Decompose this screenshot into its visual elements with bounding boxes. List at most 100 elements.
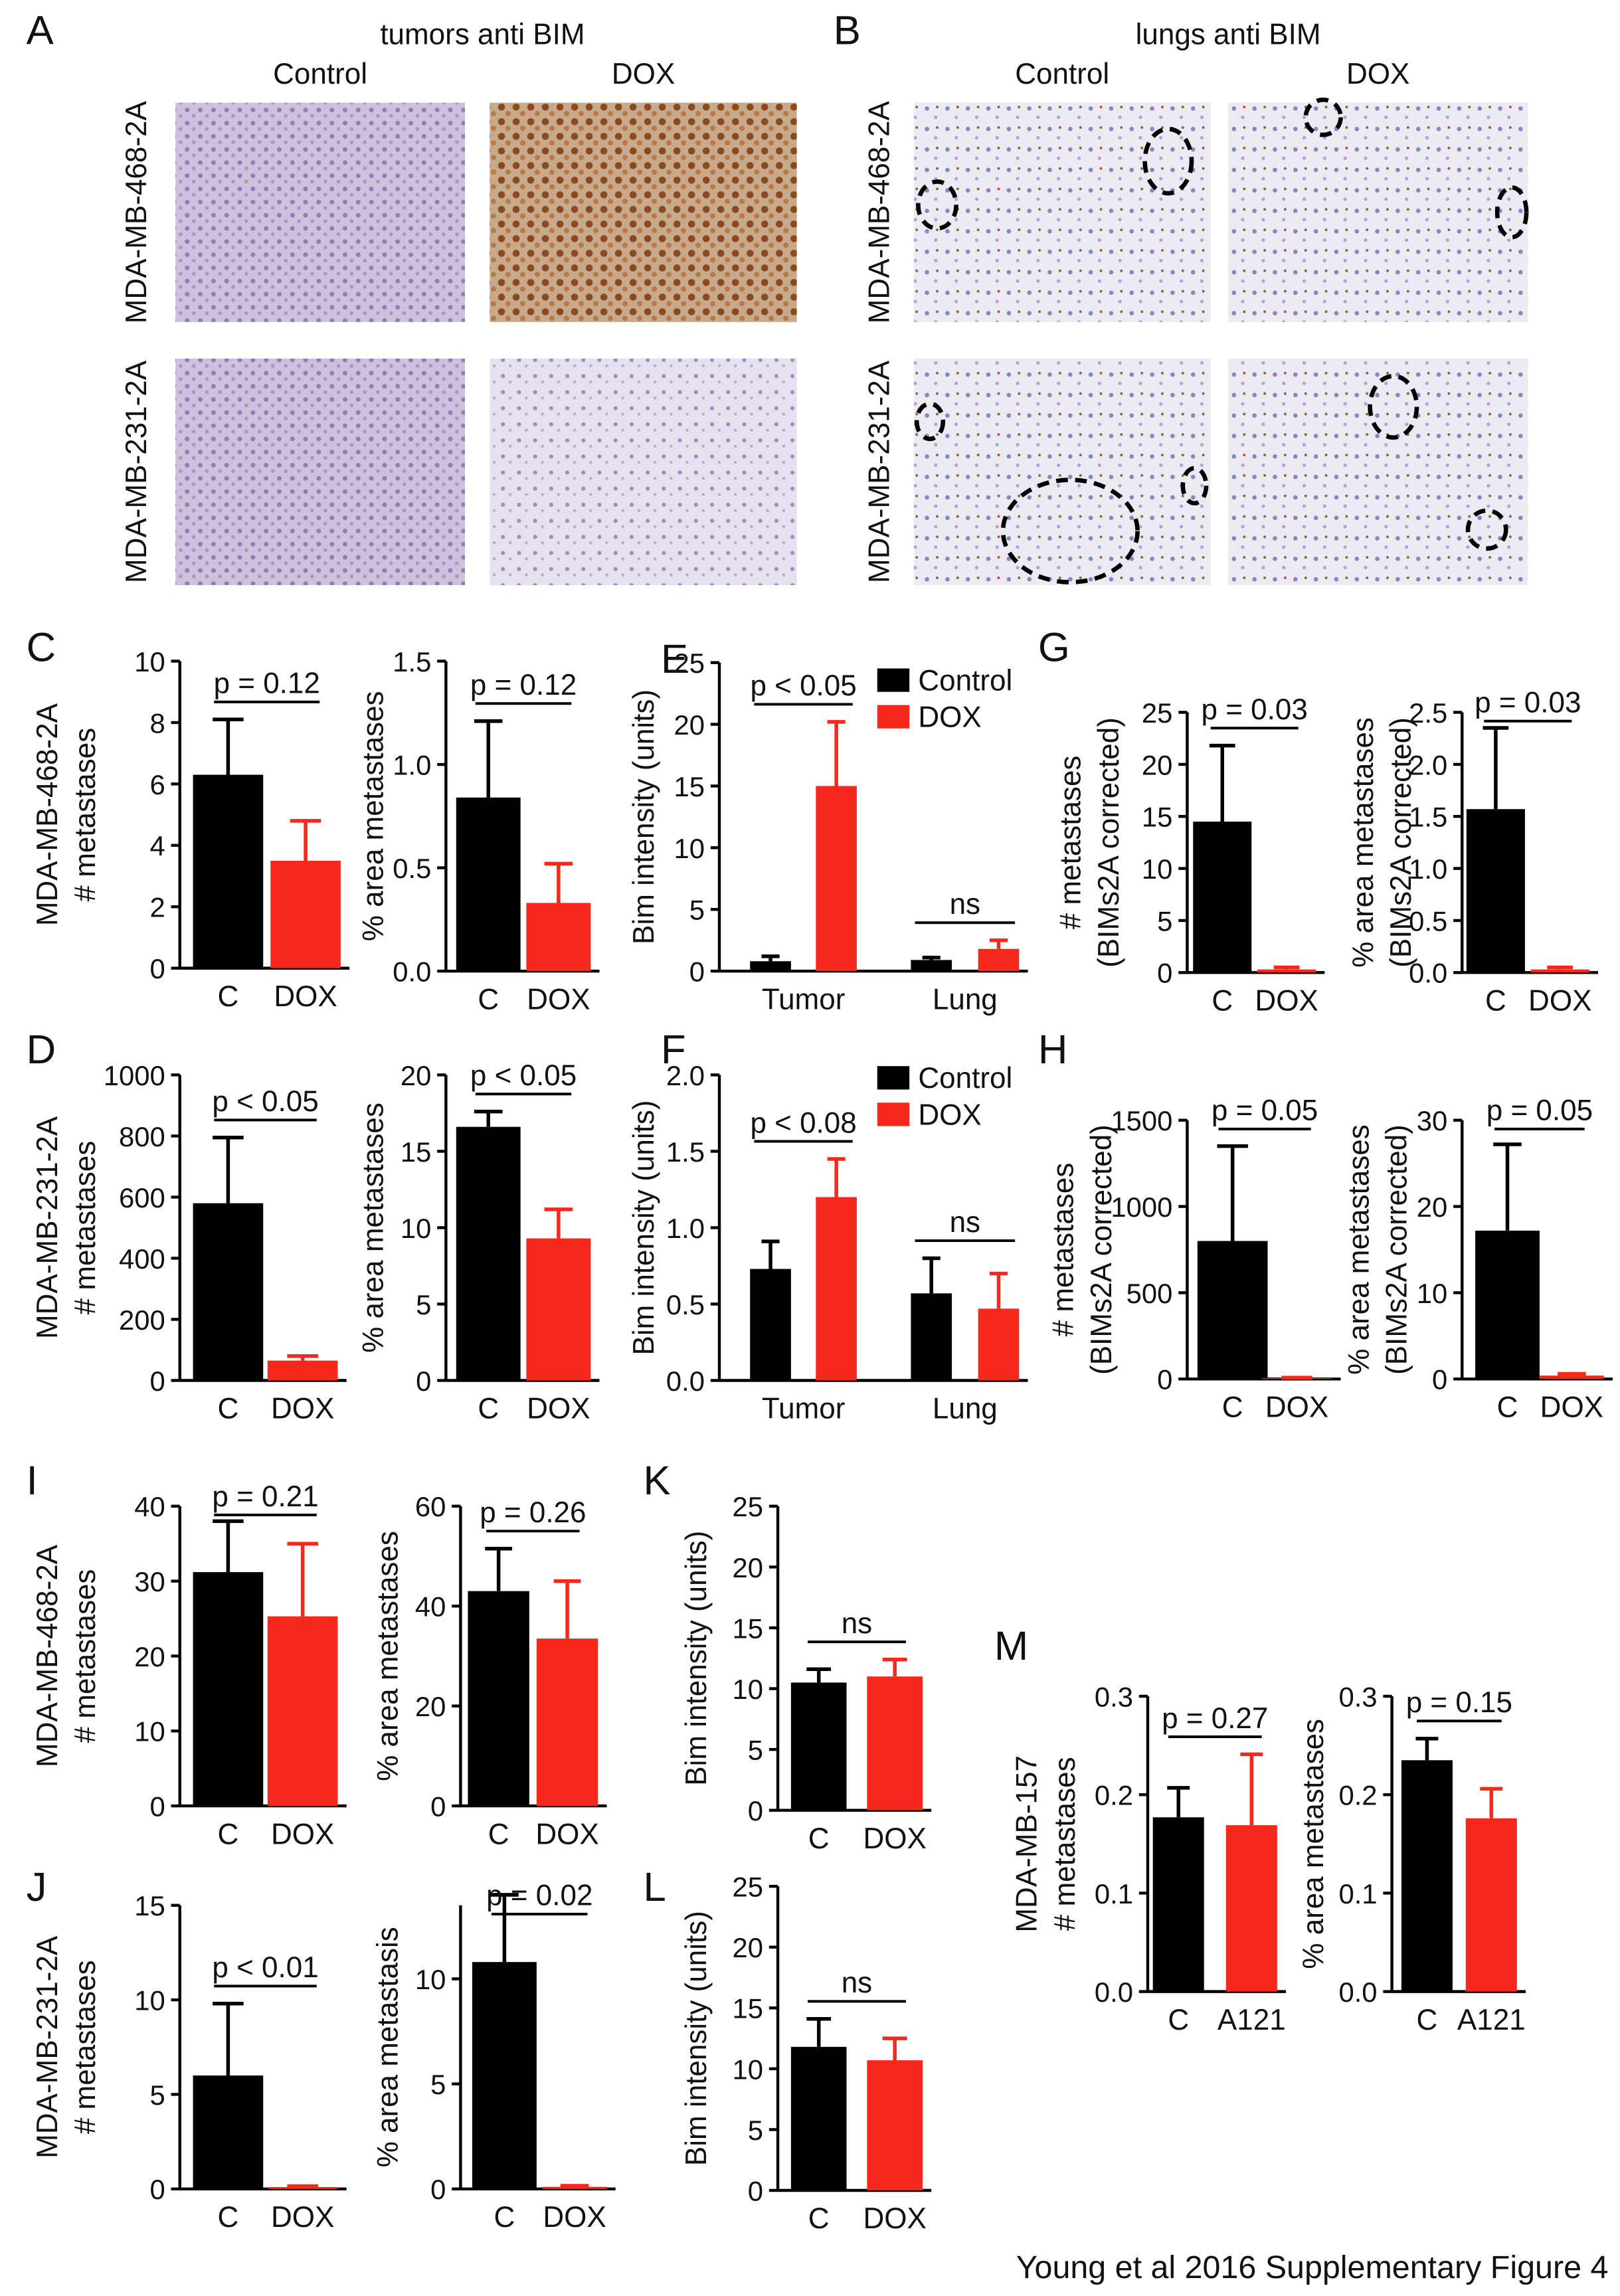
y-tick-label: 0 bbox=[416, 1366, 431, 1397]
y-tick-label: 25 bbox=[674, 648, 705, 679]
outline bbox=[1465, 508, 1508, 551]
bar bbox=[468, 1591, 529, 1807]
bar bbox=[978, 1308, 1020, 1381]
y-axis-label: % area metastases bbox=[357, 691, 390, 941]
significance-label: ns bbox=[842, 1967, 872, 1999]
panel-label: K bbox=[644, 1458, 671, 1504]
bar bbox=[1197, 1241, 1268, 1379]
row-label: MDA-MB-231-2A bbox=[120, 360, 153, 583]
y-tick-label: 10 bbox=[733, 1674, 764, 1705]
legend-swatch bbox=[877, 1066, 910, 1090]
bar bbox=[193, 774, 264, 968]
y-tick-label: 25 bbox=[1142, 697, 1173, 729]
y-tick-label: 600 bbox=[119, 1182, 165, 1213]
y-tick-label: 40 bbox=[415, 1591, 446, 1623]
outline bbox=[914, 401, 946, 442]
x-tick-label: DOX bbox=[1255, 985, 1318, 1017]
y-tick-label: 0.3 bbox=[1338, 1681, 1377, 1712]
y-tick-label: 1500 bbox=[1111, 1105, 1172, 1136]
x-tick-label: C bbox=[488, 1818, 509, 1850]
y-tick-label: 0 bbox=[149, 1366, 165, 1397]
y-tick-label: 0 bbox=[149, 1791, 165, 1822]
chart: M MDA-MB-157 # metastases 0.0 0.1 0.2 0.3 C A121… bbox=[994, 1623, 1287, 2036]
bar bbox=[816, 786, 857, 972]
y-tick-label: 0 bbox=[748, 2175, 763, 2206]
x-tick-label: C bbox=[1497, 1391, 1518, 1424]
bar bbox=[456, 1126, 521, 1381]
y-axis-label: Bim intensity (units) bbox=[680, 1911, 713, 2166]
x-tick-label: C bbox=[1212, 985, 1233, 1017]
y-tick-label: 0.5 bbox=[1409, 905, 1447, 936]
bar bbox=[542, 2186, 607, 2189]
significance-label: p < 0.05 bbox=[212, 1085, 318, 1118]
y-tick-label: 30 bbox=[134, 1566, 165, 1597]
legend-swatch bbox=[877, 705, 910, 729]
y-tick-label: 400 bbox=[119, 1243, 165, 1275]
bar bbox=[536, 1638, 598, 1807]
y-tick-label: 2.5 bbox=[1409, 697, 1447, 729]
panel-label: B bbox=[834, 8, 861, 54]
significance-label: ns bbox=[950, 888, 981, 921]
significance-label: p = 0.02 bbox=[486, 1880, 592, 1912]
chart: I MDA-MB-468-2A # metastases 0 10 20 30 40 C DOX p… bbox=[27, 1458, 347, 1850]
y-tick-label: 20 bbox=[415, 1691, 446, 1722]
panel-label: A bbox=[27, 8, 54, 54]
column-label: Control bbox=[1015, 58, 1109, 90]
x-tick-label: DOX bbox=[274, 980, 337, 1013]
y-tick-label: 0 bbox=[1157, 1364, 1172, 1395]
y-axis-label: (BIMs2A corrected) bbox=[1093, 717, 1125, 968]
y-tick-label: 15 bbox=[134, 1890, 165, 1921]
significance-label: p = 0.26 bbox=[480, 1496, 586, 1529]
y-tick-label: 25 bbox=[733, 1491, 764, 1522]
y-tick-label: 4 bbox=[149, 830, 165, 861]
bar bbox=[750, 961, 791, 972]
y-tick-label: 10 bbox=[733, 2054, 764, 2085]
chart: % area metastases 0 20 40 60 C DOX p = 0.26 bbox=[372, 1491, 607, 1850]
caption: Young et al 2016 Supplementary Figure 4 bbox=[1016, 2250, 1609, 2285]
y-tick-label: 5 bbox=[748, 1735, 763, 1766]
legend-swatch bbox=[877, 1103, 910, 1126]
y-axis-label: MDA-MB-231-2A bbox=[31, 1116, 64, 1339]
y-axis-label: # metastases bbox=[69, 728, 102, 902]
outline bbox=[916, 179, 958, 231]
bar bbox=[867, 1676, 923, 1810]
bar bbox=[456, 797, 521, 972]
y-tick-label: 60 bbox=[415, 1491, 446, 1522]
y-axis-label: # metastases bbox=[1047, 1163, 1080, 1337]
panel-title: tumors anti BIM bbox=[380, 19, 585, 51]
bar bbox=[267, 1616, 338, 1807]
x-tick-label: C bbox=[478, 983, 499, 1016]
x-tick-label: Lung bbox=[933, 983, 998, 1016]
y-tick-label: 10 bbox=[134, 646, 165, 677]
y-axis-label: MDA-MB-231-2A bbox=[31, 1935, 64, 2159]
y-axis-label: Bim intensity (units) bbox=[628, 689, 660, 944]
y-tick-label: 10 bbox=[1142, 853, 1173, 885]
y-tick-label: 1000 bbox=[104, 1060, 165, 1091]
y-tick-label: 15 bbox=[733, 1993, 764, 2024]
x-tick-label: C bbox=[1168, 2004, 1189, 2036]
bar bbox=[816, 1197, 857, 1381]
significance-label: p = 0.03 bbox=[1475, 687, 1581, 719]
x-tick-label: DOX bbox=[863, 2202, 926, 2235]
bar bbox=[1530, 969, 1589, 973]
bar bbox=[1225, 1825, 1277, 1992]
significance-label: ns bbox=[950, 1206, 981, 1239]
y-axis-label: (BIMs2A corrected) bbox=[1381, 1124, 1413, 1375]
y-axis-label: % area metastasis bbox=[372, 1927, 405, 2167]
bar bbox=[1193, 822, 1252, 973]
outline bbox=[1368, 373, 1419, 440]
panel-label: G bbox=[1038, 624, 1070, 670]
micrograph bbox=[490, 102, 797, 322]
y-tick-label: 0 bbox=[149, 953, 165, 984]
bar bbox=[1539, 1375, 1604, 1379]
y-tick-label: 10 bbox=[401, 1213, 432, 1244]
x-tick-label: C bbox=[1485, 985, 1506, 1017]
x-tick-label: A121 bbox=[1457, 2004, 1526, 2036]
metastasis-outlines bbox=[914, 97, 1529, 584]
x-tick-label: C bbox=[1417, 2004, 1438, 2036]
bar bbox=[1257, 969, 1316, 973]
x-tick-label: DOX bbox=[271, 1393, 334, 1425]
significance-label: p = 0.21 bbox=[212, 1480, 318, 1513]
